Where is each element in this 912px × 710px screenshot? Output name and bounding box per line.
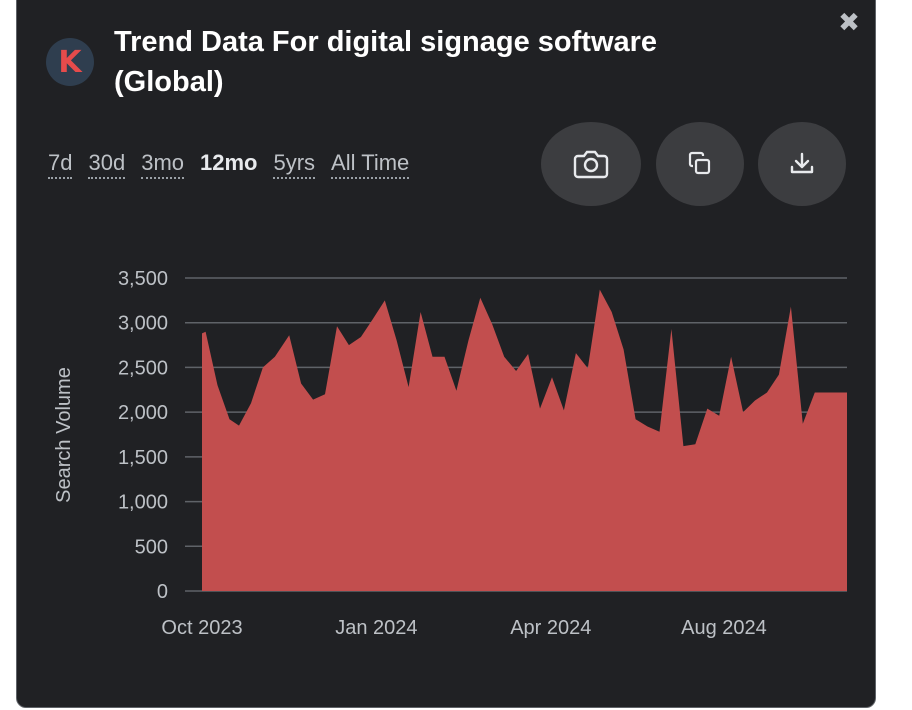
range-3mo[interactable]: 3mo (141, 150, 184, 179)
y-tick-label: 2,000 (118, 402, 168, 424)
x-axis-ticks: Oct 2023 Jan 2024 Apr 2024 Aug 2024 (161, 617, 766, 639)
search-volume-area (202, 289, 847, 591)
x-tick-label: Oct 2023 (161, 617, 242, 639)
x-tick-label: Apr 2024 (510, 617, 591, 639)
y-axis-label: Search Volume (53, 367, 75, 503)
close-icon[interactable]: ✖ (838, 7, 860, 37)
camera-icon (573, 150, 609, 179)
x-tick-label: Jan 2024 (335, 617, 417, 639)
y-axis-ticks: 0 500 1,000 1,500 2,000 2,500 3,000 3,500 (118, 268, 168, 603)
copy-icon (688, 151, 711, 175)
copy-button[interactable] (656, 122, 744, 206)
y-tick-label: 1,000 (118, 492, 168, 514)
time-range-selector: 7d 30d 3mo 12mo 5yrs All Time (48, 150, 410, 179)
y-tick-label: 3,500 (118, 268, 168, 290)
range-all-time[interactable]: All Time (331, 150, 410, 179)
y-tick-label: 0 (157, 581, 168, 603)
y-tick-label: 2,500 (118, 357, 168, 379)
range-7d[interactable]: 7d (48, 150, 73, 179)
logo-letter: K (58, 44, 82, 80)
download-button[interactable] (758, 122, 846, 206)
range-30d[interactable]: 30d (88, 150, 126, 179)
y-tick-label: 1,500 (118, 447, 168, 469)
range-12mo[interactable]: 12mo (200, 150, 258, 175)
download-icon (790, 152, 814, 174)
page-title: Trend Data For digital signage software … (114, 26, 658, 98)
screenshot-button[interactable] (541, 122, 641, 206)
range-5yrs[interactable]: 5yrs (273, 150, 316, 179)
x-tick-label: Aug 2024 (681, 617, 767, 639)
y-tick-label: 500 (135, 536, 168, 558)
y-tick-label: 3,000 (118, 313, 168, 335)
site-logo: K (46, 38, 94, 86)
